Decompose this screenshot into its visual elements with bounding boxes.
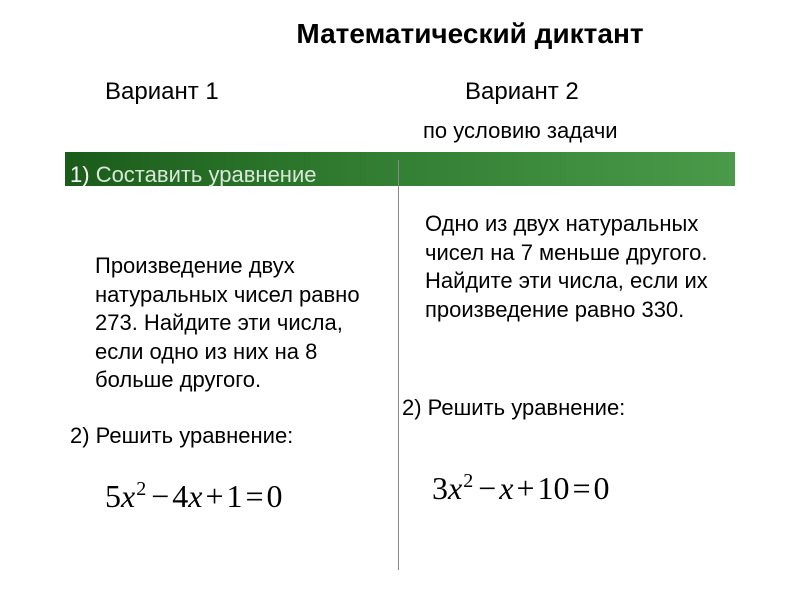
variant2-problem-text: Одно из двух натуральных чисел на 7 мень… (425, 210, 745, 324)
column-divider (398, 160, 399, 570)
variant1-problem-text: Произведение двух натуральных чисел равн… (95, 252, 390, 395)
variant1-task1-label: 1) Составить уравнение (70, 162, 316, 188)
eq1-a: 5 (105, 478, 121, 514)
variant2-header: Вариант 2 (465, 78, 579, 106)
eq2-exp: 2 (463, 470, 473, 492)
eq2-op2: + (513, 470, 537, 506)
eq1-var2: x (188, 478, 202, 514)
eq2-eq: = (570, 470, 594, 506)
variant1-equation: 5x2−4x+1=0 (105, 478, 283, 515)
eq2-a: 3 (432, 470, 448, 506)
subtitle-condition: по условию задачи (423, 118, 618, 144)
eq2-rhs: 0 (594, 470, 610, 506)
eq1-eq: = (243, 478, 267, 514)
variant1-header: Вариант 1 (105, 78, 219, 106)
eq1-var1: x (121, 478, 135, 514)
variant1-task2-label: 2) Решить уравнение: (70, 423, 293, 449)
eq2-var2: x (499, 470, 513, 506)
task1-number: 1) (70, 162, 90, 187)
eq2-var1: x (448, 470, 462, 506)
task1-text: Составить уравнение (96, 162, 317, 187)
eq1-c: 1 (227, 478, 243, 514)
eq1-exp: 2 (136, 478, 146, 500)
page-title: Математический диктант (0, 18, 800, 50)
variant2-task2-label: 2) Решить уравнение: (402, 395, 625, 421)
eq1-op1: − (148, 478, 172, 514)
eq1-b: 4 (172, 478, 188, 514)
eq2-c: 10 (538, 470, 570, 506)
eq2-op1: − (475, 470, 499, 506)
eq1-op2: + (202, 478, 226, 514)
variant2-equation: 3x2−x+10=0 (432, 470, 610, 507)
eq1-rhs: 0 (267, 478, 283, 514)
